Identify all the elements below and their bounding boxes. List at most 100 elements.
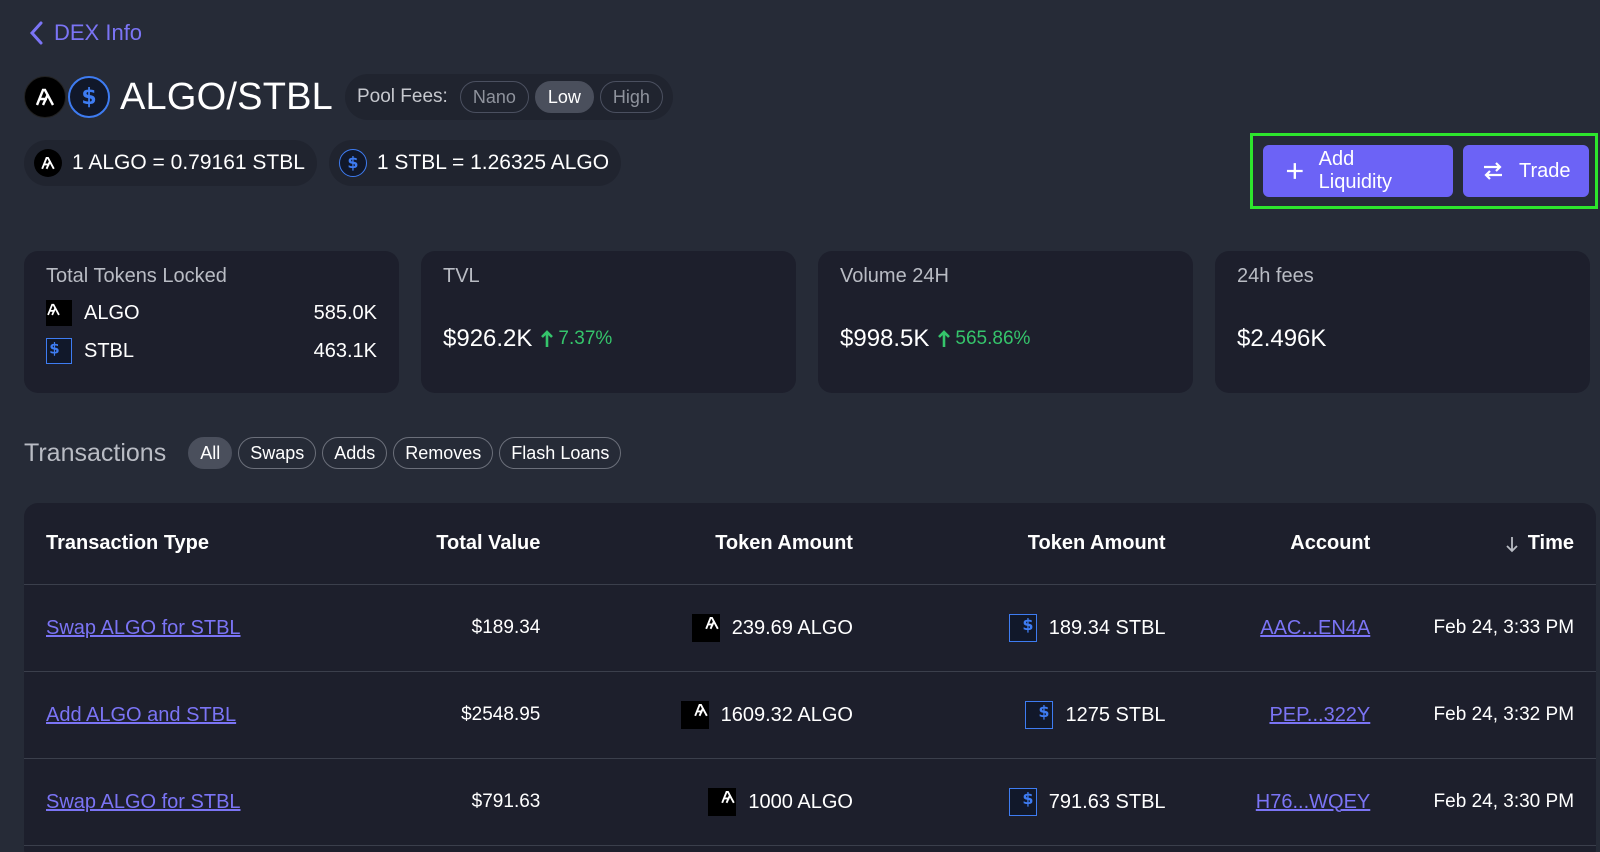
filter-swaps[interactable]: Swaps: [238, 437, 317, 469]
stat-cards: Total Tokens Locked ALGO 585.0K $ STBL 4…: [24, 251, 1590, 393]
pool-fees-selector: Pool Fees: Nano Low High: [345, 74, 673, 120]
account-link[interactable]: AAC...EN4A: [1260, 616, 1371, 639]
arrow-up-icon: [938, 330, 951, 347]
filter-flash-loans[interactable]: Flash Loans: [499, 437, 622, 469]
account-link[interactable]: H76...WQEY: [1255, 790, 1371, 813]
stbl-token-icon: $: [46, 338, 72, 364]
tvl-change: 7.37%: [540, 328, 612, 350]
total-value: $2548.95: [461, 704, 541, 725]
transaction-time: Feb 24, 3:30 PM: [1433, 791, 1575, 812]
time-header-label: Time: [1527, 532, 1575, 554]
column-header-token-amount-a[interactable]: Token Amount: [715, 532, 853, 554]
column-header-account[interactable]: Account: [1290, 532, 1371, 554]
transactions-header: Transactions All Swaps Adds Removes Flas…: [24, 437, 627, 469]
action-buttons-highlight: Add Liquidity Trade: [1250, 133, 1598, 209]
locked-row-algo: ALGO 585.0K: [46, 300, 377, 326]
fees-value-row: $2.496K: [1237, 325, 1326, 353]
fee-option-nano[interactable]: Nano: [459, 81, 529, 113]
card-title: TVL: [443, 265, 480, 287]
stbl-token-icon: $: [1008, 614, 1037, 642]
pool-fees-label: Pool Fees:: [357, 86, 448, 107]
locked-row-stbl: $ STBL 463.1K: [46, 338, 377, 364]
rate-algo-stbl: 1 ALGO = 0.79161 STBL: [24, 140, 317, 186]
token-amount-stbl: $ 1275 STBL: [853, 701, 1166, 729]
total-tokens-locked-card: Total Tokens Locked ALGO 585.0K $ STBL 4…: [24, 251, 399, 393]
fees-24h-card: 24h fees $2.496K: [1215, 251, 1590, 393]
stbl-token-icon: $: [1008, 788, 1037, 816]
page-title: ALGO/STBL: [120, 75, 333, 118]
account-link[interactable]: PEP...322Y: [1269, 703, 1371, 726]
transaction-type-link[interactable]: Add ALGO and STBL: [46, 703, 237, 726]
tvl-value-row: $926.2K 7.37%: [443, 325, 612, 353]
stbl-token-icon: $: [68, 76, 110, 118]
token-amount-stbl: $ 791.63 STBL: [853, 788, 1166, 816]
back-link[interactable]: DEX Info: [28, 20, 142, 46]
column-header-total-value[interactable]: Total Value: [436, 532, 541, 554]
column-header-time[interactable]: Time: [1370, 532, 1574, 555]
stbl-token-icon: $: [338, 149, 367, 177]
algo-token-icon: [708, 788, 737, 816]
transaction-time: Feb 24, 3:32 PM: [1433, 704, 1575, 725]
total-value: $189.34: [471, 617, 541, 638]
svg-text:$: $: [1022, 615, 1033, 634]
transactions-table: Transaction Type Total Value Token Amoun…: [24, 503, 1596, 852]
filter-adds[interactable]: Adds: [322, 437, 388, 469]
column-header-type[interactable]: Transaction Type: [46, 532, 210, 554]
svg-text:$: $: [1039, 702, 1050, 721]
stbl-token-icon: $: [1025, 701, 1054, 729]
svg-text:$: $: [347, 153, 358, 172]
trade-button[interactable]: Trade: [1463, 145, 1589, 197]
svg-text:$: $: [81, 85, 96, 110]
fee-option-high[interactable]: High: [599, 81, 663, 113]
transaction-type-link[interactable]: Swap ALGO for STBL: [46, 790, 241, 813]
amount-text: 1609.32 ALGO: [720, 703, 853, 726]
back-label: DEX Info: [54, 20, 143, 45]
volume-24h-card: Volume 24H $998.5K 565.86%: [818, 251, 1193, 393]
arrow-up-icon: [541, 330, 554, 347]
token-amount: 463.1K: [313, 339, 377, 362]
rate-stbl-algo: $ 1 STBL = 1.26325 ALGO: [328, 140, 622, 186]
token-amount-algo: 239.69 ALGO: [540, 614, 853, 642]
rate-text: 1 ALGO = 0.79161 STBL: [72, 151, 305, 174]
volume-change-value: 565.86%: [955, 328, 1031, 349]
trade-label: Trade: [1519, 159, 1571, 182]
algo-token-icon: [24, 76, 66, 118]
filter-removes[interactable]: Removes: [393, 437, 494, 469]
transaction-time: Feb 24, 3:33 PM: [1433, 617, 1575, 638]
amount-text: 189.34 STBL: [1048, 616, 1166, 639]
tvl-value: $926.2K: [443, 325, 533, 352]
table-header: Transaction Type Total Value Token Amoun…: [24, 503, 1596, 585]
svg-text:$: $: [1022, 789, 1033, 808]
algo-token-icon: [691, 614, 720, 642]
amount-text: 791.63 STBL: [1048, 790, 1166, 813]
volume-value: $998.5K: [840, 325, 930, 352]
token-symbol: ALGO: [84, 301, 140, 324]
volume-change: 565.86%: [937, 328, 1030, 350]
table-row: Swap ALGO for STBL $189.34 239.69 ALGO $…: [24, 585, 1596, 672]
algo-token-icon: [680, 701, 709, 729]
token-amount: 585.0K: [313, 301, 377, 324]
table-row: Swap ALGO for STBL $791.63 1000 ALGO $ 7…: [24, 759, 1596, 846]
transaction-type-link[interactable]: Swap ALGO for STBL: [46, 616, 241, 639]
token-symbol: STBL: [84, 339, 135, 362]
algo-token-icon: [34, 149, 62, 177]
card-title: Total Tokens Locked: [46, 265, 227, 287]
filter-all[interactable]: All: [188, 437, 233, 469]
arrow-down-icon: [1506, 536, 1518, 552]
fee-option-low[interactable]: Low: [534, 81, 594, 113]
transactions-title: Transactions: [24, 438, 167, 467]
tvl-card: TVL $926.2K 7.37%: [421, 251, 796, 393]
table-row: Add ALGO and STBL $2548.95 1609.32 ALGO …: [24, 672, 1596, 759]
svg-text:$: $: [49, 339, 59, 357]
tvl-change-value: 7.37%: [558, 328, 613, 349]
column-header-token-amount-b[interactable]: Token Amount: [1027, 532, 1166, 554]
chevron-left-icon: [29, 21, 43, 45]
amount-text: 1000 ALGO: [748, 790, 853, 813]
pool-header: $ ALGO/STBL Pool Fees: Nano Low High: [24, 74, 673, 120]
plus-icon: [1286, 163, 1303, 179]
swap-arrows-icon: [1484, 162, 1502, 180]
add-liquidity-label: Add Liquidity: [1318, 148, 1393, 193]
amount-text: 1275 STBL: [1065, 703, 1166, 726]
add-liquidity-button[interactable]: Add Liquidity: [1263, 145, 1453, 197]
token-amount-algo: 1000 ALGO: [540, 788, 853, 816]
